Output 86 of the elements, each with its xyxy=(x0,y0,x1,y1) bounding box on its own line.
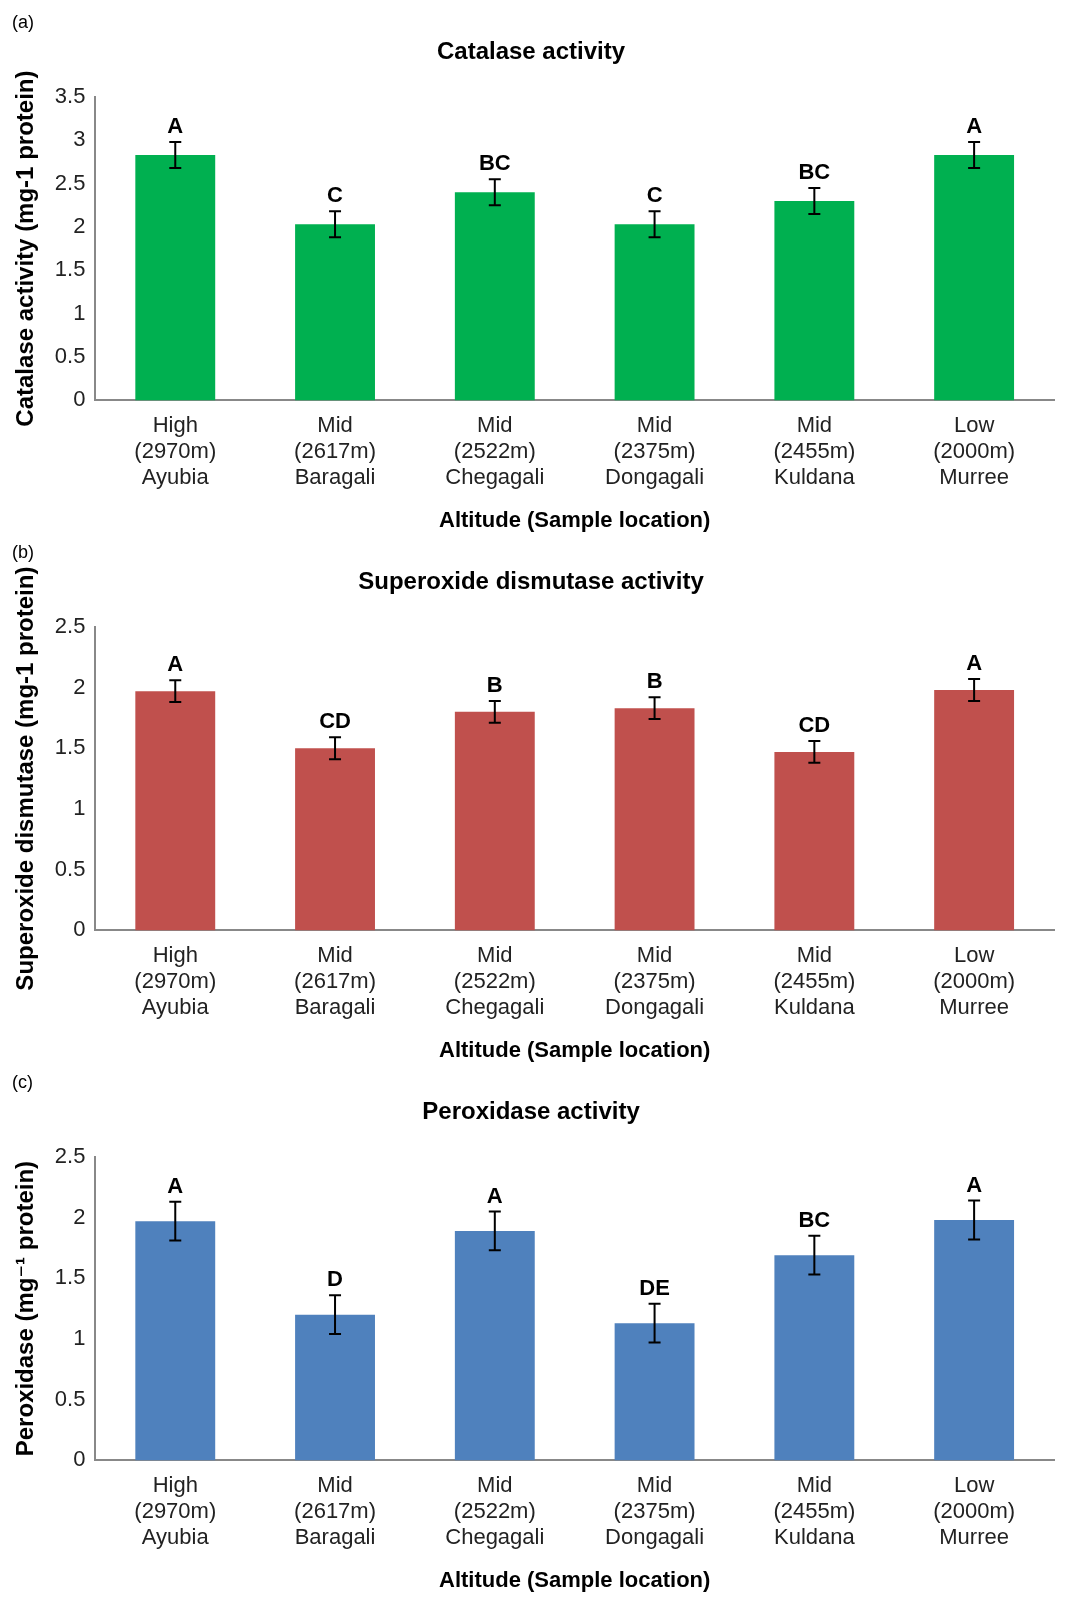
annotation: A xyxy=(167,1172,184,1198)
y-tick-label: 3 xyxy=(73,126,86,152)
bar xyxy=(774,1255,855,1461)
y-tick-label: 1.5 xyxy=(54,256,86,282)
x-axis-title: Altitude (Sample location) xyxy=(439,506,711,532)
x-tick-label: Mid (2455m) Kuldana xyxy=(773,941,856,1020)
x-tick-label: Mid (2617m) Baragali xyxy=(294,411,376,490)
annotation: B xyxy=(646,668,663,694)
chart-title: Catalase activity xyxy=(436,37,626,65)
text: (b) xyxy=(12,542,34,563)
annotation: CD xyxy=(798,712,831,738)
y-tick-label: 2 xyxy=(73,1203,86,1229)
x-tick-label: Low (2000m) Murree xyxy=(933,941,1016,1020)
x-tick-label: Mid (2522m) Chegagali xyxy=(445,941,545,1020)
y-tick-label: 0.5 xyxy=(54,855,86,881)
bar xyxy=(614,224,695,401)
bar xyxy=(774,751,855,931)
y-tick-label: 0 xyxy=(73,1446,86,1472)
y-tick-label: 0 xyxy=(73,386,86,412)
bar xyxy=(295,224,375,401)
y-tick-label: 1 xyxy=(73,299,86,325)
y-tick-label: 3.5 xyxy=(54,82,86,108)
x-tick-label: Mid (2375m) Dongagali xyxy=(605,411,705,490)
y-tick-label: 2 xyxy=(73,673,86,699)
y-tick-label: 1 xyxy=(73,795,86,821)
x-tick-label: High (2970m) Ayubia xyxy=(134,411,217,490)
y-axis-title: Superoxide dismutase (mg-1 protein) xyxy=(11,566,39,991)
annotation: CD xyxy=(319,708,351,734)
x-tick-label: Low (2000m) Murree xyxy=(933,1471,1016,1550)
y-axis-title: Peroxidase (mg⁻¹ protein) xyxy=(11,1160,39,1457)
annotation: B xyxy=(486,671,503,697)
x-tick-label: Mid (2455m) Kuldana xyxy=(773,1471,856,1550)
bar xyxy=(774,200,855,401)
y-tick-label: 0 xyxy=(73,916,86,942)
text: (c) xyxy=(12,1072,33,1093)
annotation: BC xyxy=(798,158,831,184)
x-tick-label: High (2970m) Ayubia xyxy=(134,1471,217,1550)
bar xyxy=(454,1230,535,1461)
annotation: A xyxy=(167,651,184,677)
y-tick-label: 2.5 xyxy=(54,169,86,195)
bar xyxy=(934,1219,1015,1461)
y-tick-label: 0.5 xyxy=(54,343,86,369)
bar xyxy=(454,192,535,401)
y-tick-label: 2.5 xyxy=(54,1142,86,1168)
bar xyxy=(934,154,1015,401)
y-tick-label: 2 xyxy=(73,212,86,238)
bar xyxy=(135,154,216,401)
annotation: A xyxy=(167,112,184,138)
x-tick-label: Mid (2375m) Dongagali xyxy=(605,1471,705,1550)
bar xyxy=(454,711,535,931)
x-tick-label: Low (2000m) Murree xyxy=(933,411,1016,490)
x-tick-label: Mid (2522m) Chegagali xyxy=(445,1471,545,1550)
annotation: C xyxy=(327,182,344,208)
bar xyxy=(135,691,216,931)
y-tick-label: 1.5 xyxy=(54,734,86,760)
x-tick-label: Mid (2617m) Baragali xyxy=(294,941,376,1020)
x-axis-title: Altitude (Sample location) xyxy=(439,1566,711,1592)
annotation: C xyxy=(646,182,663,208)
annotation: A xyxy=(486,1182,503,1208)
annotation: DE xyxy=(639,1274,670,1300)
chart-title: Peroxidase activity xyxy=(422,1097,641,1125)
y-tick-label: 0.5 xyxy=(54,1385,86,1411)
x-axis-title: Altitude (Sample location) xyxy=(439,1036,711,1062)
bar xyxy=(295,1314,375,1461)
bar xyxy=(135,1221,216,1461)
x-tick-label: Mid (2617m) Baragali xyxy=(294,1471,376,1550)
bar xyxy=(934,689,1015,931)
text: (a) xyxy=(12,12,34,33)
bar xyxy=(295,748,375,931)
annotation: D xyxy=(327,1266,343,1292)
x-tick-label: High (2970m) Ayubia xyxy=(134,941,217,1020)
bar xyxy=(614,1323,695,1461)
y-tick-label: 1 xyxy=(73,1325,86,1351)
annotation: BC xyxy=(798,1206,831,1232)
chart-title: Superoxide dismutase activity xyxy=(358,567,705,595)
bar xyxy=(614,708,695,931)
x-tick-label: Mid (2522m) Chegagali xyxy=(445,411,545,490)
annotation: A xyxy=(966,1171,983,1197)
annotation: A xyxy=(966,112,983,138)
x-tick-label: Mid (2455m) Kuldana xyxy=(773,411,856,490)
y-tick-label: 2.5 xyxy=(54,612,86,638)
annotation: A xyxy=(966,650,983,676)
y-tick-label: 1.5 xyxy=(54,1264,86,1290)
x-tick-label: Mid (2375m) Dongagali xyxy=(605,941,705,1020)
annotation: BC xyxy=(478,150,511,176)
y-axis-title: Catalase activity (mg-1 protein) xyxy=(11,70,39,427)
